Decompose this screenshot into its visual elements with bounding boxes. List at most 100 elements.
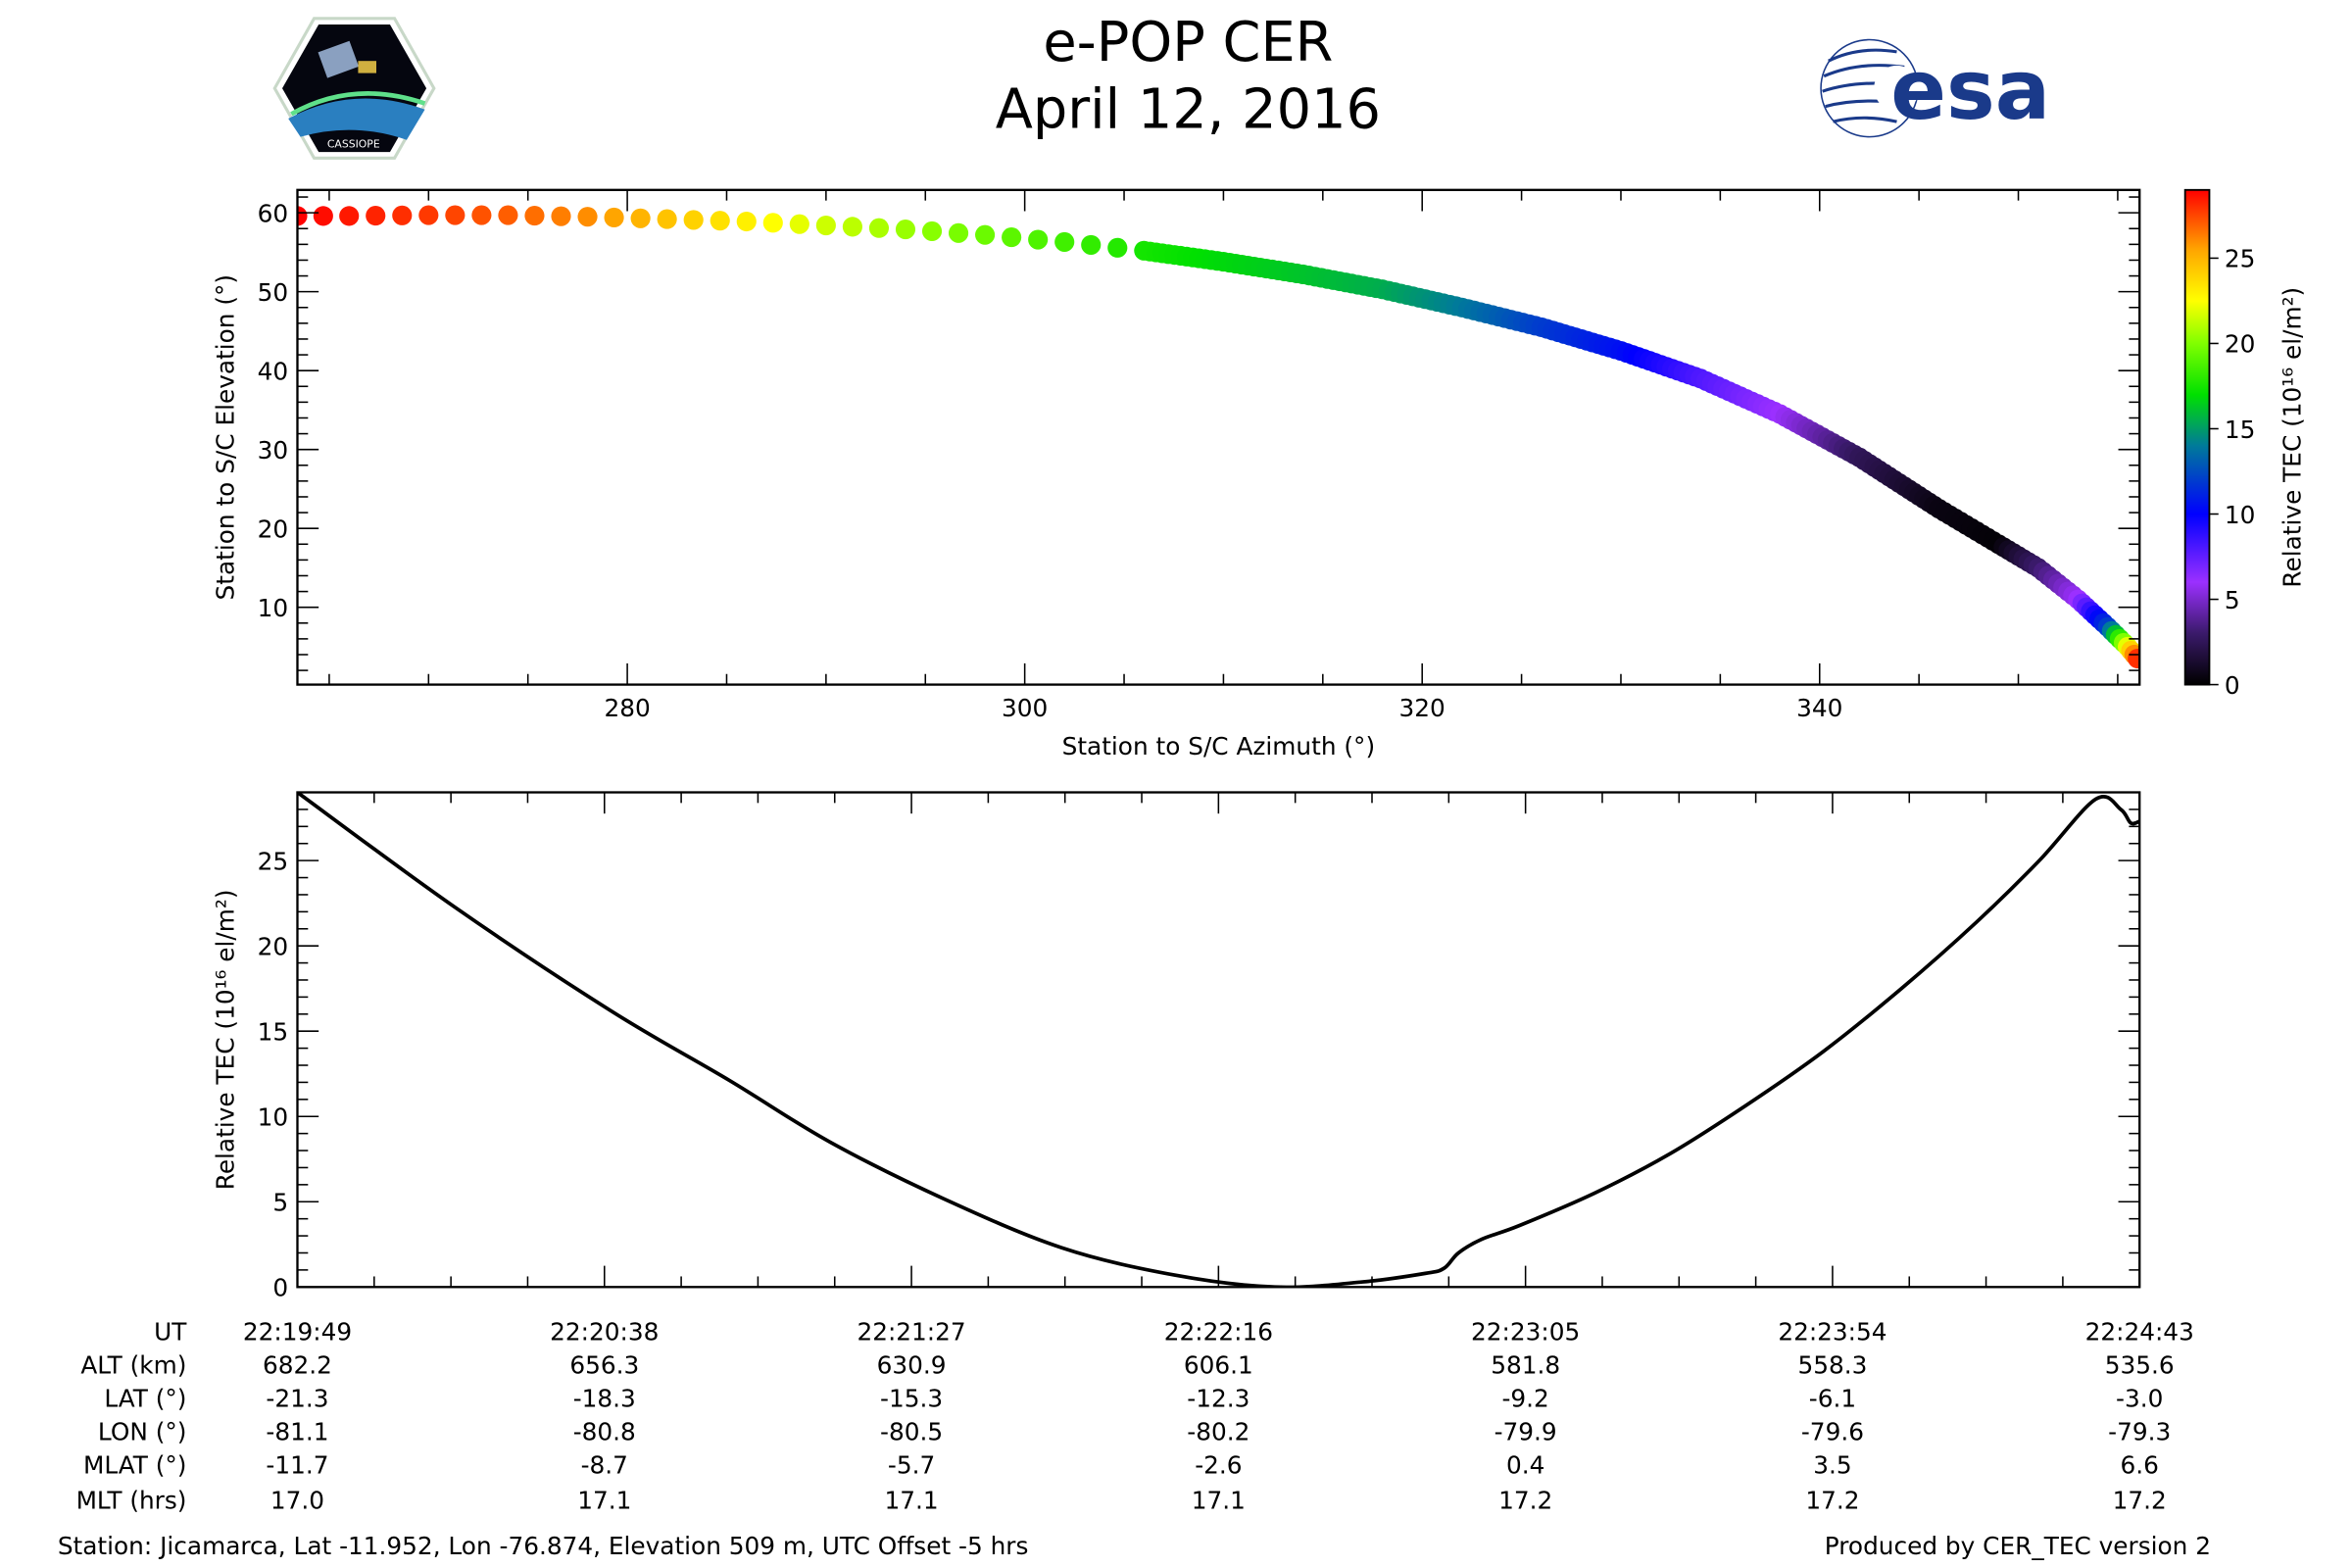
y-tick-label: 10 [258, 1103, 289, 1132]
orbit-info-table: UT ALT (km) LAT (°) LON (°) MLAT (°) MLT (hrs… [76, 1317, 2194, 1514]
table-cell: 17.2 [1498, 1486, 1552, 1514]
esa-logo-text: esa [1890, 42, 2050, 138]
table-cell: -79.9 [1494, 1418, 1557, 1446]
table-cell: -80.2 [1187, 1418, 1250, 1446]
y-tick-label: 60 [258, 199, 289, 227]
scatter-point [683, 210, 704, 230]
scatter-point [1002, 227, 1022, 248]
table-cell: -5.7 [888, 1451, 935, 1480]
scatter-point [366, 206, 386, 226]
tec-series-line [297, 792, 2140, 1288]
scatter-point [339, 206, 360, 226]
table-cell: -21.3 [266, 1385, 328, 1413]
table-cell: -11.7 [266, 1451, 328, 1480]
scatter-point [1081, 234, 1102, 255]
scatter-point [471, 205, 492, 225]
table-cell: 581.8 [1491, 1351, 1560, 1380]
colorbar-tick-label: 25 [2225, 245, 2256, 273]
table-cell: -81.1 [266, 1418, 328, 1446]
table-cell: 0.4 [1506, 1451, 1544, 1480]
scatter-point [1054, 231, 1075, 253]
table-cell: -80.8 [573, 1418, 636, 1446]
scatter-point [524, 206, 545, 226]
scatter-point [445, 205, 466, 225]
figure-date: April 12, 2016 [996, 77, 1381, 141]
table-cell: 22:23:05 [1471, 1317, 1580, 1346]
table-cell: -79.6 [1801, 1418, 1864, 1446]
table-cell: -12.3 [1187, 1385, 1250, 1413]
colorbar-gradient [2183, 188, 2211, 686]
scatter-point [710, 211, 730, 231]
scatter-point [815, 215, 836, 236]
top-plot-frame [296, 188, 2141, 686]
table-cell: -9.2 [1501, 1385, 1548, 1413]
cassiope-logo: CASSIOPE [272, 17, 436, 160]
table-cell: 606.1 [1184, 1351, 1253, 1380]
table-cell: 630.9 [877, 1351, 947, 1380]
table-cell: -3.0 [2116, 1385, 2163, 1413]
table-cell: 17.0 [270, 1486, 324, 1514]
scatter-point [551, 206, 571, 226]
table-row-label: MLAT (°) [83, 1451, 186, 1480]
scatter-point [948, 222, 969, 243]
scatter-point [1028, 229, 1049, 250]
station-info: Station: Jicamarca, Lat -11.952, Lon -76… [58, 1532, 1029, 1560]
table-cell: -2.6 [1195, 1451, 1242, 1480]
table-cell: 558.3 [1797, 1351, 1867, 1380]
colorbar-label: Relative TEC (10¹⁶ el/m²) [2278, 287, 2306, 588]
table-row-label: UT [154, 1317, 187, 1346]
top-x-label: Station to S/C Azimuth (°) [1062, 732, 1376, 760]
x-tick-label: 340 [1796, 694, 1842, 722]
table-row-label: LON (°) [98, 1418, 187, 1446]
y-tick-label: 50 [258, 278, 289, 307]
colorbar-tick-label: 15 [2225, 416, 2256, 444]
y-tick-label: 20 [258, 932, 289, 960]
table-cell: 17.2 [2113, 1486, 2167, 1514]
bottom-plot-frame [296, 791, 2141, 1289]
x-tick-label: 320 [1399, 694, 1446, 722]
table-cell: 22:19:49 [243, 1317, 352, 1346]
scatter-point [392, 205, 413, 225]
tec-time-plot: 0 5 10 15 20 25 Relative TEC (10¹⁶ el/m²) [211, 791, 2141, 1302]
scatter-point [975, 224, 996, 245]
scatter-point [630, 208, 651, 228]
scatter-point [418, 205, 439, 225]
table-cell: 17.2 [1805, 1486, 1859, 1514]
table-cell: 682.2 [263, 1351, 332, 1380]
scatter-point [297, 206, 308, 226]
scatter-point [577, 207, 598, 227]
scatter-point [762, 213, 783, 233]
y-tick-label: 10 [258, 594, 289, 622]
y-tick-label: 0 [272, 1274, 288, 1302]
scatter-point [657, 209, 677, 229]
y-tick-label: 40 [258, 357, 289, 385]
table-row-label: LAT (°) [104, 1385, 186, 1413]
y-tick-label: 5 [272, 1189, 288, 1217]
x-tick-label: 300 [1002, 694, 1048, 722]
table-row-label: MLT (hrs) [76, 1486, 187, 1514]
x-tick-label: 280 [604, 694, 650, 722]
table-cell: 17.1 [1192, 1486, 1246, 1514]
table-cell: -80.5 [880, 1418, 943, 1446]
cassiope-logo-text: CASSIOPE [327, 137, 380, 150]
scatter-point [604, 207, 624, 228]
y-tick-label: 25 [258, 847, 289, 875]
scatter-point [2128, 648, 2140, 669]
scatter-point [1107, 237, 1128, 258]
scatter-point [921, 220, 943, 242]
table-cell: 22:23:54 [1778, 1317, 1886, 1346]
colorbar-tick-label: 0 [2225, 671, 2240, 700]
scatter-point [789, 214, 809, 234]
y-tick-label: 30 [258, 436, 289, 465]
esa-logo: esa [1820, 38, 2050, 138]
table-cell: -6.1 [1809, 1385, 1856, 1413]
table-cell: 22:22:16 [1164, 1317, 1273, 1346]
top-y-label: Station to S/C Elevation (°) [211, 274, 239, 601]
colorbar-tick-label: 5 [2225, 586, 2240, 614]
table-cell: 656.3 [569, 1351, 639, 1380]
table-row-label: ALT (km) [80, 1351, 186, 1380]
table-cell: 3.5 [1813, 1451, 1851, 1480]
y-tick-label: 15 [258, 1017, 289, 1046]
table-cell: 22:21:27 [857, 1317, 965, 1346]
table-cell: 535.6 [2105, 1351, 2175, 1380]
